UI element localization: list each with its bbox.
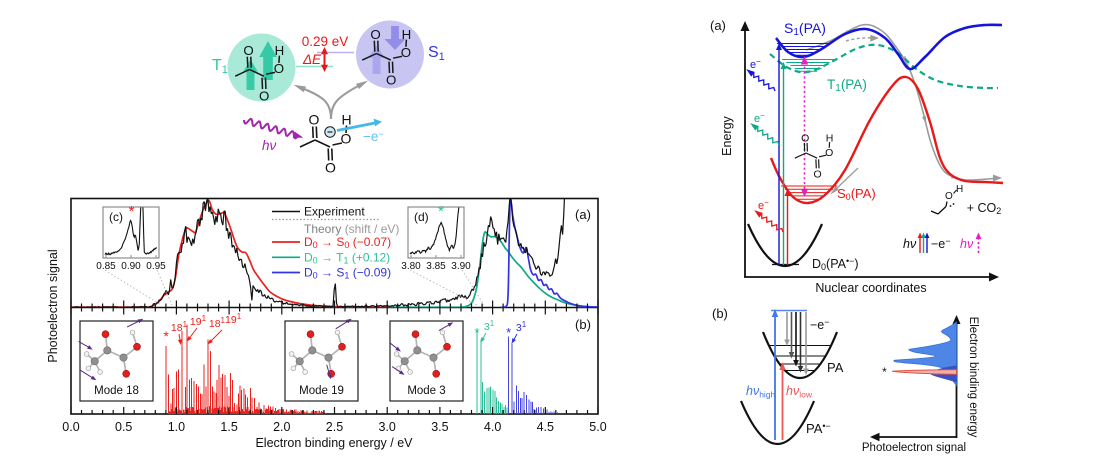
svg-text:H: H <box>826 133 834 145</box>
svg-text:e−: e− <box>754 111 765 125</box>
svg-text:O: O <box>814 169 822 181</box>
svg-text:0.85: 0.85 <box>96 261 116 272</box>
svg-text:2.0: 2.0 <box>273 420 290 434</box>
svg-text:Nuclear coordinates: Nuclear coordinates <box>815 281 926 295</box>
svg-text:3.5: 3.5 <box>431 420 448 434</box>
svg-text:D0 → S0 (−0.07): D0 → S0 (−0.07) <box>304 235 391 250</box>
svg-text:O: O <box>825 147 833 159</box>
svg-text:O: O <box>243 43 253 58</box>
svg-text:(c): (c) <box>109 210 123 224</box>
svg-text:O: O <box>341 131 352 147</box>
svg-text:e−: e− <box>750 57 761 71</box>
svg-text:Energy: Energy <box>720 115 734 155</box>
svg-text:Electron binding energy: Electron binding energy <box>967 317 979 438</box>
svg-text:hν: hν <box>262 138 277 153</box>
svg-text:hν: hν <box>960 237 974 251</box>
svg-text:Theory (shift / eV): Theory (shift / eV) <box>304 222 399 236</box>
svg-text:D0 → T1 (+0.12): D0 → T1 (+0.12) <box>304 250 390 265</box>
svg-text:H: H <box>956 184 963 195</box>
svg-text:H: H <box>275 43 285 58</box>
svg-text:3.85: 3.85 <box>426 261 446 272</box>
svg-text:(a): (a) <box>710 18 726 33</box>
svg-text:(a): (a) <box>575 207 591 222</box>
svg-text:O: O <box>370 27 380 42</box>
svg-text:(b): (b) <box>712 306 728 321</box>
svg-text:O: O <box>325 160 336 176</box>
svg-text:H: H <box>402 27 412 42</box>
svg-text:S0(PA): S0(PA) <box>837 186 876 202</box>
svg-text:Experiment: Experiment <box>304 205 365 219</box>
svg-text:e−: e− <box>758 198 769 212</box>
svg-text:31: 31 <box>484 319 495 333</box>
svg-text:O: O <box>801 133 809 145</box>
svg-text:+ CO2: + CO2 <box>967 201 1002 216</box>
svg-text:31: 31 <box>516 320 527 334</box>
svg-text:O: O <box>309 112 320 128</box>
svg-text:5.0: 5.0 <box>589 420 606 434</box>
svg-text:*: * <box>882 365 887 379</box>
svg-text:Mode 3: Mode 3 <box>407 385 445 397</box>
svg-text:0.90: 0.90 <box>121 261 141 272</box>
svg-text:O: O <box>259 89 269 104</box>
svg-text:D0 → S1 (−0.09): D0 → S1 (−0.09) <box>304 266 391 281</box>
svg-text:Mode 19: Mode 19 <box>299 385 344 397</box>
svg-text:0.0: 0.0 <box>62 420 79 434</box>
svg-text:Electron binding energy / eV: Electron binding energy / eV <box>255 436 413 450</box>
svg-text:O: O <box>386 73 396 88</box>
svg-text:0.5: 0.5 <box>115 420 132 434</box>
svg-text:hν: hν <box>903 237 917 251</box>
svg-text:Photoelectron signal: Photoelectron signal <box>862 442 966 454</box>
svg-text:1.5: 1.5 <box>220 420 237 434</box>
svg-text:Mode 18: Mode 18 <box>94 385 139 397</box>
svg-text:H: H <box>341 112 351 128</box>
svg-text:T1(PA): T1(PA) <box>827 77 867 94</box>
svg-text:4.0: 4.0 <box>484 420 501 434</box>
svg-text:O: O <box>945 191 953 202</box>
svg-text:(b): (b) <box>575 317 591 332</box>
svg-text:*: * <box>129 203 135 220</box>
svg-text:0.95: 0.95 <box>146 261 166 272</box>
svg-text:*: * <box>474 325 479 340</box>
svg-text:3.90: 3.90 <box>451 261 471 272</box>
svg-text:PA: PA <box>827 360 844 375</box>
svg-text:2.5: 2.5 <box>326 420 343 434</box>
svg-text:3.80: 3.80 <box>401 261 421 272</box>
svg-text:Photoelectron signal: Photoelectron signal <box>46 249 60 362</box>
svg-text:(d): (d) <box>414 210 429 224</box>
svg-text:ΔE: ΔE <box>302 52 322 67</box>
svg-text:0.29 eV: 0.29 eV <box>302 34 349 49</box>
svg-text:*: * <box>506 325 511 340</box>
svg-text:S1(PA): S1(PA) <box>784 20 826 38</box>
svg-text:O: O <box>401 45 411 60</box>
svg-text:1.0: 1.0 <box>168 420 185 434</box>
svg-text:4.5: 4.5 <box>537 420 554 434</box>
svg-text:*: * <box>163 328 169 344</box>
svg-text:O: O <box>274 61 284 76</box>
svg-text:3.0: 3.0 <box>379 420 396 434</box>
svg-text:*: * <box>438 203 444 220</box>
